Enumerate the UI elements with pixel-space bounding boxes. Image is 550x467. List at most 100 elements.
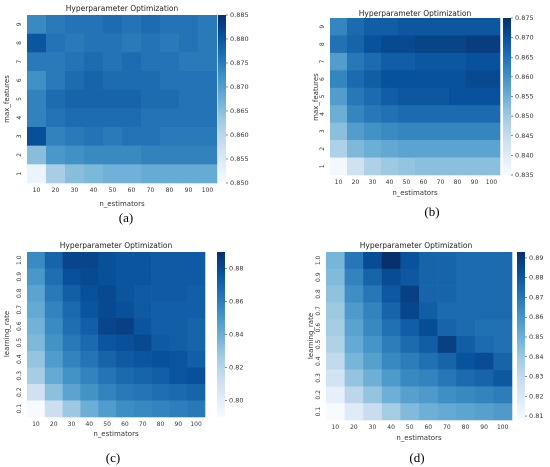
colorbar-tick-label: 0.82 [229, 364, 243, 372]
x-tick-label: 60 [121, 421, 129, 428]
heatmap-cell [44, 268, 63, 286]
heatmap-cell [449, 157, 467, 176]
heatmap-cell [364, 18, 382, 36]
heatmap-cell [27, 367, 46, 385]
heatmap-cell [437, 386, 457, 404]
heatmap-cell [27, 127, 47, 146]
heatmap-cell [466, 18, 484, 36]
heatmap-cell [46, 71, 66, 90]
heatmap-cell [187, 334, 206, 352]
heatmap-cell [326, 252, 345, 270]
heatmap-cell [456, 285, 476, 303]
heatmap-cell [122, 164, 142, 184]
heatmap-cell [116, 268, 135, 286]
heatmap-cell [169, 252, 188, 269]
heatmap-cell [449, 105, 467, 123]
heatmap-cell [493, 319, 513, 337]
heatmap-cell [103, 52, 123, 72]
heatmap-cell [198, 127, 218, 146]
heatmap-cell [456, 369, 476, 387]
x-tick-label: 30 [68, 421, 76, 428]
heatmap-cell [344, 403, 364, 421]
y-tick-label: 0.9 [315, 272, 322, 282]
heatmap-cell [419, 352, 438, 370]
y-tick-label: 4 [16, 116, 23, 120]
heatmap-cell [415, 35, 433, 54]
heatmap-cell [116, 400, 135, 418]
heatmap-cell [347, 87, 365, 106]
heatmap-cell [364, 140, 382, 158]
x-tick-label: 30 [71, 187, 79, 194]
heatmap-cell [133, 367, 152, 385]
heatmap-cell [330, 87, 348, 106]
colorbar-tick-label: 0.880 [230, 35, 249, 43]
colorbar-tick-label: 0.885 [230, 11, 249, 19]
heatmap-cell [198, 33, 218, 53]
heatmap-cell [474, 268, 494, 286]
heatmap-cell [65, 52, 85, 72]
heatmap-cell [474, 319, 494, 337]
heatmap-cell [347, 70, 365, 89]
y-tick-label: 0.2 [315, 390, 322, 400]
colorbar-tick-label: 0.860 [230, 131, 249, 139]
heatmap-cell [437, 268, 457, 286]
heatmap-cell [474, 285, 494, 303]
heatmap-cell [103, 164, 123, 184]
heatmap-cell [400, 319, 420, 337]
heatmap-cell [381, 122, 399, 141]
heatmap-cell [122, 127, 142, 146]
heatmap-cell [466, 105, 484, 123]
heatmap-cell [133, 268, 152, 286]
heatmap-cell [98, 318, 117, 335]
heatmap-cell [449, 52, 467, 71]
heatmap-cell [483, 140, 501, 158]
y-axis-label: max_features [312, 73, 320, 121]
heatmap-cell [62, 252, 81, 269]
heatmap-cell [483, 122, 501, 141]
heatmap-cell [116, 351, 135, 368]
heatmap-cell [169, 367, 188, 385]
heatmap-cell [326, 268, 345, 286]
heatmap-cell [116, 252, 135, 269]
heatmap-cell [27, 89, 47, 109]
y-axis-label: max_features [3, 75, 11, 123]
heatmap-cell [364, 35, 382, 54]
heatmap-cell [84, 145, 104, 165]
heatmap-cell [474, 352, 494, 370]
heatmap-cell [133, 334, 152, 352]
heatmap-cell [363, 352, 383, 370]
heatmap-cell [169, 334, 188, 352]
heatmap-cell [160, 89, 180, 109]
heatmap-cell [364, 122, 382, 141]
heatmap-cell [133, 252, 152, 269]
heatmap-cell [44, 334, 63, 352]
colorbar-tick-label: 0.86 [529, 313, 543, 321]
heatmap-cell [381, 403, 401, 421]
heatmap-cell [483, 105, 501, 123]
x-tick-label: 70 [139, 421, 147, 428]
heatmap-cell [84, 164, 104, 184]
heatmap-cell [381, 285, 401, 303]
heatmap-cell [347, 18, 365, 36]
heatmap-cell [466, 87, 484, 106]
x-tick-label: 80 [462, 424, 470, 431]
colorbar-tick-label: 0.87 [529, 293, 543, 301]
heatmap-cell [483, 157, 501, 176]
heatmap-cell [432, 18, 450, 36]
heatmap-cell [198, 164, 218, 184]
heatmap-cell [187, 268, 206, 286]
heatmap-cell [364, 70, 382, 89]
x-tick-label: 60 [424, 424, 432, 431]
heatmap-cell [415, 157, 433, 176]
heatmap-cell [347, 35, 365, 54]
heatmap-cell [151, 334, 170, 352]
heatmap-cell [347, 122, 365, 141]
heatmap-cell [44, 351, 63, 368]
heatmap-cell [27, 384, 46, 401]
colorbar-tick-label: 0.855 [515, 93, 534, 101]
heatmap-cell [46, 164, 66, 184]
heatmap-cell [151, 351, 170, 368]
heatmap-cell [466, 157, 484, 176]
x-tick-label: 80 [454, 179, 462, 186]
heatmap-cell [330, 105, 348, 123]
